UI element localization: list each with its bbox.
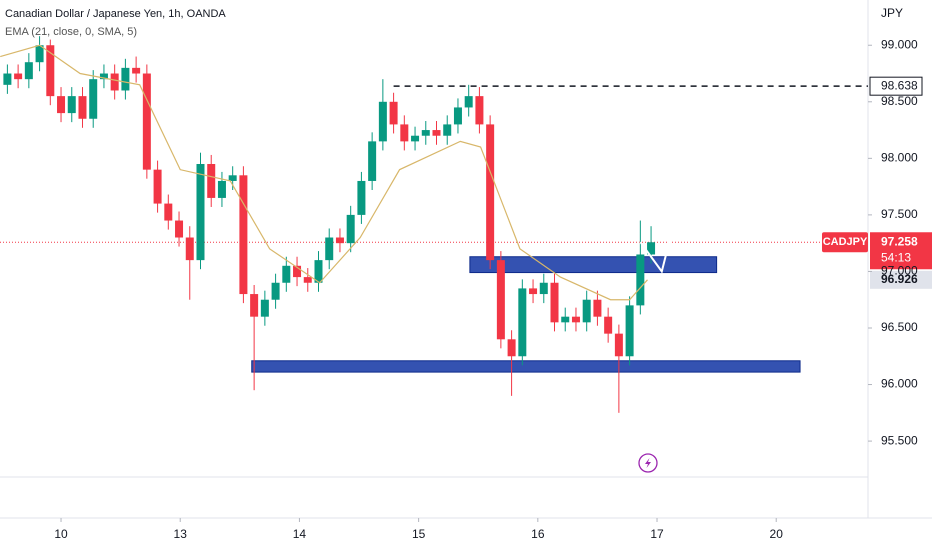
level-tag-label: 98.638 [881,78,918,92]
arrow-head [685,137,700,152]
candle-body [486,124,495,261]
candle-body [99,73,108,80]
zone [469,256,718,274]
arrow [639,138,697,274]
candle-body [636,254,645,306]
candle-body [207,163,216,198]
candle-body [3,73,12,85]
candle-body [475,96,484,125]
candle-body [89,79,98,119]
candle-body [496,260,505,340]
candle-body [67,96,76,114]
candle-body [550,282,559,323]
y-tick-label: 95.500 [881,433,918,447]
candle-body [571,316,580,323]
candle-body [421,130,430,136]
candle-body [271,282,280,300]
candle-body [529,288,538,295]
candle-body [325,237,334,261]
x-tick-label: 14 [293,527,307,541]
ema-line [0,44,648,301]
candle-body [175,220,184,238]
ema-tag [870,270,932,289]
candle-body [464,96,473,108]
candle-body [593,299,602,317]
candle-body [443,124,452,136]
price-tag-label: 97.258 [881,234,918,248]
plot-area [0,36,868,413]
candle-body [378,101,387,142]
candle-body [539,282,548,295]
candle-body [217,180,226,198]
candle-body [647,242,656,255]
y-tick-label: 97.500 [881,207,918,221]
ema-tag-label: 96.926 [881,272,918,286]
x-tick-label: 15 [412,527,426,541]
price-tag [870,232,932,270]
candle-body [142,73,151,170]
candle-body [411,135,420,142]
y-tick-label: 98.000 [881,151,918,165]
candle-body [228,175,237,181]
candle-body [132,67,141,74]
y-axis-label: JPY [881,6,903,20]
candle-body [35,45,44,63]
candle-body [282,265,291,283]
candle-body [121,67,130,91]
candle-body [153,169,162,204]
candle-body [57,96,66,114]
y-tick-label: 98.500 [881,94,918,108]
candle-body [518,288,527,357]
y-tick-label: 96.500 [881,320,918,334]
indicator-label: EMA (21, close, 0, SMA, 5) [5,26,137,38]
candle-body [314,260,323,283]
candle-body [625,305,634,357]
candle-body [46,45,55,97]
candle-body [196,163,205,261]
candle-body [24,62,33,80]
x-tick-label: 10 [54,527,68,541]
candle-body [604,316,613,334]
zone [251,360,801,373]
x-tick-label: 16 [531,527,545,541]
candle-body [561,316,570,323]
countdown: 54:13 [881,250,911,264]
candle-body [582,299,591,323]
candle-body [260,299,269,317]
candle-body [14,73,23,80]
symbol-tag [822,232,868,253]
x-tick-label: 17 [650,527,664,541]
candle-body [164,203,173,221]
candle-body [432,130,441,136]
x-tick-label: 20 [770,527,784,541]
candle-body [250,294,259,317]
candle-body [453,107,462,125]
y-tick-label: 96.000 [881,377,918,391]
y-tick-label: 97.000 [881,264,918,278]
candle-body [110,73,119,91]
y-tick-label: 99.000 [881,37,918,51]
level-tag [869,76,923,96]
candle-body [293,265,302,278]
lightning-icon[interactable] [638,453,658,473]
symbol-tag-label: CADJPY [823,236,868,248]
candle-body [400,124,409,142]
chart-title: Canadian Dollar / Japanese Yen, 1h, OAND… [5,8,226,20]
candle-body [185,237,194,261]
candle-body [507,339,516,357]
candle-body [346,214,355,244]
candle-body [389,101,398,125]
candle-body [368,141,377,181]
candle-body [303,277,312,283]
candle-body [614,333,623,357]
candle-body [357,180,366,215]
x-tick-label: 13 [174,527,188,541]
candle-body [335,237,344,244]
candle-body [78,96,87,119]
overlay: 98.638 CADJPY 97.258 54:13 96.926 [822,76,932,289]
candle-body [239,175,248,295]
